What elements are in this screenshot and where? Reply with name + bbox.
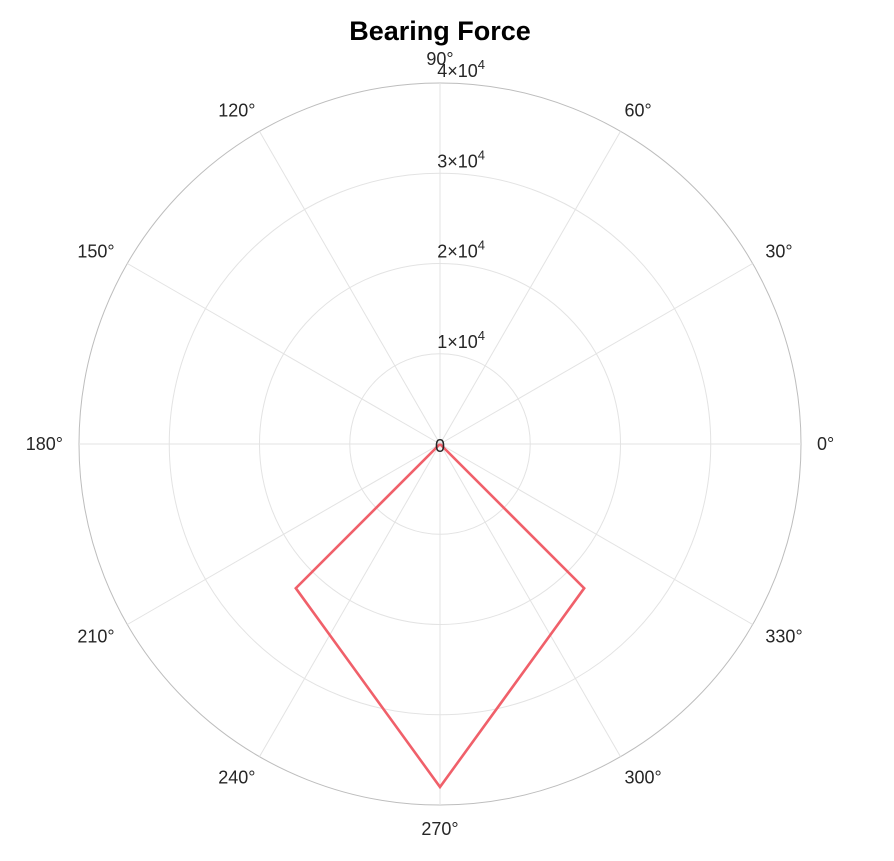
radial-tick-label: 2×104 bbox=[437, 238, 485, 262]
angle-tick-label: 300° bbox=[625, 767, 662, 787]
series-line bbox=[294, 443, 586, 790]
polar-grid bbox=[78, 82, 802, 806]
angle-tick-label: 240° bbox=[218, 767, 255, 787]
grid-spoke bbox=[439, 263, 753, 445]
radial-tick-labels: 0 1×104 2×104 3×104 4×104 bbox=[435, 57, 485, 456]
grid-spoke bbox=[439, 443, 621, 757]
grid-spoke bbox=[127, 443, 441, 625]
angle-tick-labels: 0° 30° 60° 90° 120° 150° 180° 210° 240° 270° 300° 3… bbox=[26, 49, 834, 839]
grid-spoke bbox=[127, 263, 441, 445]
angle-tick-label: 90° bbox=[426, 49, 453, 69]
angle-tick-label: 330° bbox=[765, 627, 802, 647]
radial-tick-label: 1×104 bbox=[437, 328, 485, 352]
angle-tick-label: 120° bbox=[218, 101, 255, 121]
grid-spoke bbox=[259, 131, 441, 445]
angle-tick-label: 0° bbox=[817, 434, 834, 454]
angle-tick-label: 60° bbox=[625, 101, 652, 121]
angle-tick-label: 210° bbox=[77, 627, 114, 647]
angle-tick-label: 270° bbox=[421, 819, 458, 839]
series-layer bbox=[294, 443, 586, 790]
radial-tick-label: 4×104 bbox=[437, 57, 485, 81]
grid-spoke bbox=[439, 443, 753, 625]
chart-title: Bearing Force bbox=[349, 16, 531, 46]
angle-tick-label: 30° bbox=[765, 242, 792, 262]
grid-spoke bbox=[259, 443, 441, 757]
angle-tick-label: 180° bbox=[26, 434, 63, 454]
radial-tick-label: 3×104 bbox=[437, 147, 485, 171]
grid-spoke bbox=[439, 131, 621, 445]
angle-tick-label: 150° bbox=[77, 242, 114, 262]
radial-tick-label: 0 bbox=[435, 436, 445, 456]
